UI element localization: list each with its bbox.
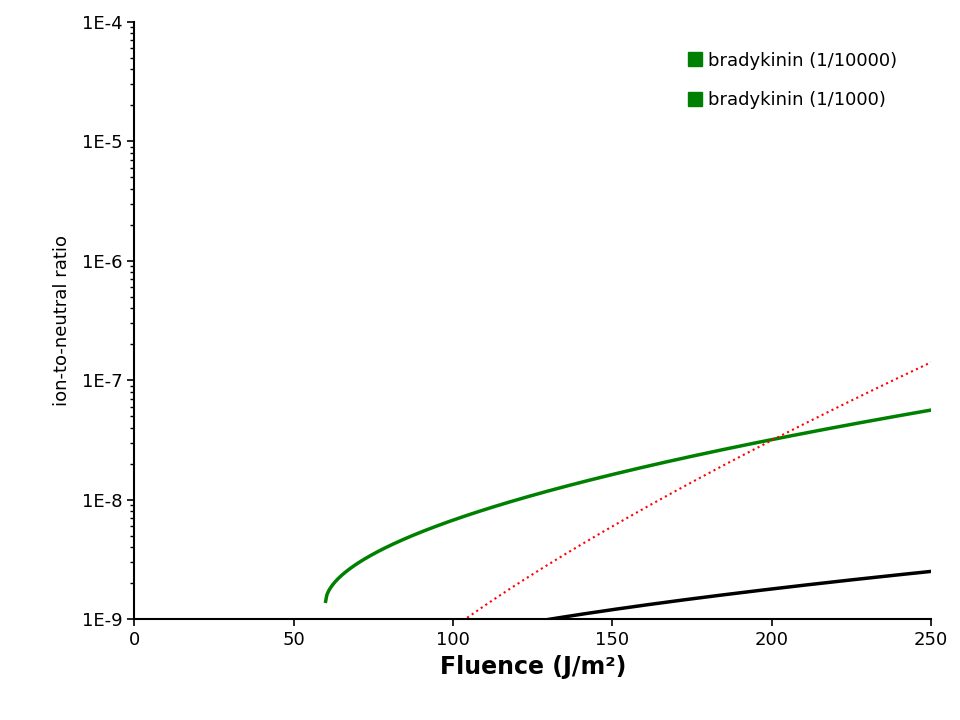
Y-axis label: ion-to-neutral ratio: ion-to-neutral ratio [53, 235, 71, 406]
X-axis label: Fluence (J/m²): Fluence (J/m²) [440, 654, 626, 678]
Legend: bradykinin (1/10000), bradykinin (1/1000): bradykinin (1/10000), bradykinin (1/1000… [681, 42, 906, 118]
